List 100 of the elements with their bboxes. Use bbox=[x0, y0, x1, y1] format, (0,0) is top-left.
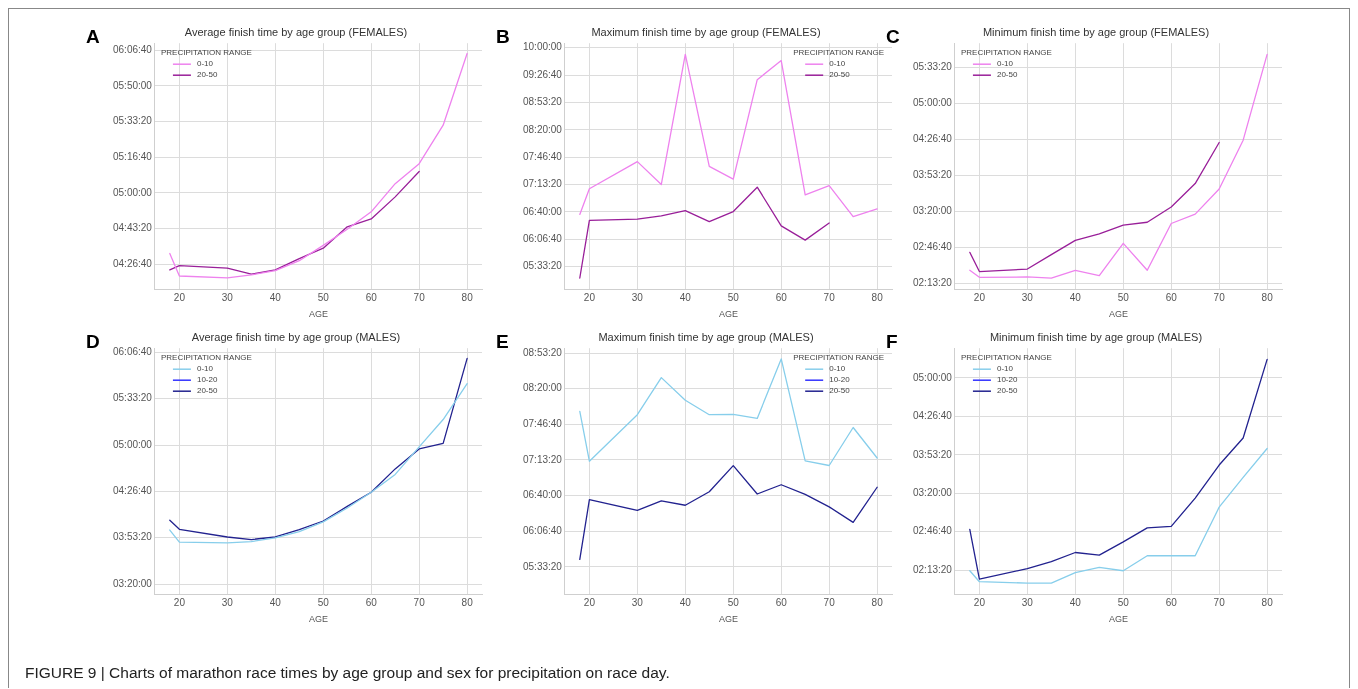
y-tick-label: 02:46:40 bbox=[912, 241, 953, 253]
x-tick-label: 80 bbox=[1261, 596, 1274, 608]
legend-label: 10-20 bbox=[996, 375, 1018, 385]
y-tick-label: 06:06:40 bbox=[112, 346, 153, 358]
x-tick-label: 30 bbox=[631, 291, 644, 303]
legend-label: 0-10 bbox=[829, 364, 846, 374]
x-tick-label: 60 bbox=[1165, 596, 1178, 608]
x-axis-title: AGE bbox=[308, 309, 328, 320]
legend-title: PRECIPITATION RANGE bbox=[160, 48, 252, 58]
x-tick-label: 40 bbox=[269, 596, 282, 608]
y-tick-label: 06:40:00 bbox=[522, 205, 563, 217]
y-tick-label: 07:46:40 bbox=[522, 150, 563, 162]
text: B bbox=[496, 26, 510, 48]
x-tick-label: 20 bbox=[173, 291, 186, 303]
annotation: C bbox=[886, 26, 900, 48]
y-tick-label: 06:06:40 bbox=[522, 525, 563, 537]
y-tick-label: 03:20:00 bbox=[912, 487, 953, 499]
legend-title: PRECIPITATION RANGE bbox=[960, 48, 1052, 58]
y-tick-label: 05:00:00 bbox=[912, 371, 953, 383]
x-tick-label: 70 bbox=[823, 291, 836, 303]
x-tick-label: 20 bbox=[583, 596, 596, 608]
legend-label: 20-50 bbox=[196, 386, 218, 396]
x-tick-label: 40 bbox=[269, 291, 282, 303]
y-tick-label: 05:00:00 bbox=[112, 186, 153, 198]
y-tick-label: 05:33:20 bbox=[112, 392, 153, 404]
legend-title: PRECIPITATION RANGE bbox=[793, 353, 884, 363]
x-tick-label: 50 bbox=[1117, 596, 1130, 608]
x-tick-label: 80 bbox=[461, 291, 474, 303]
annotation: F bbox=[886, 331, 898, 353]
legend-label: 20-50 bbox=[196, 70, 218, 80]
x-tick-label: 30 bbox=[221, 291, 234, 303]
legend-label: 10-20 bbox=[829, 375, 851, 385]
text: A bbox=[86, 26, 100, 48]
y-tick-label: 07:13:20 bbox=[522, 178, 563, 190]
y-tick-label: 05:50:00 bbox=[112, 79, 153, 91]
y-tick-label: 03:53:20 bbox=[112, 531, 153, 543]
legend-label: 20-50 bbox=[829, 70, 851, 80]
chart-title: Average finish time by age group (MALES) bbox=[191, 330, 401, 343]
y-tick-label: 05:00:00 bbox=[112, 438, 153, 450]
y-tick-label: 03:53:20 bbox=[912, 169, 953, 181]
y-tick-label: 10:00:00 bbox=[522, 41, 563, 53]
y-tick-label: 02:13:20 bbox=[912, 563, 953, 575]
x-tick-label: 30 bbox=[1021, 291, 1034, 303]
y-tick-label: 02:13:20 bbox=[912, 277, 953, 289]
x-tick-label: 70 bbox=[413, 291, 426, 303]
x-tick-label: 30 bbox=[221, 596, 234, 608]
legend-title: PRECIPITATION RANGE bbox=[960, 353, 1052, 363]
legend-title: PRECIPITATION RANGE bbox=[160, 353, 252, 363]
y-tick-label: 07:13:20 bbox=[522, 453, 563, 465]
x-tick-label: 50 bbox=[317, 596, 330, 608]
chart-title: Maximum finish time by age group (FEMALES) bbox=[591, 25, 821, 38]
x-axis-title: AGE bbox=[718, 309, 738, 320]
x-tick-label: 60 bbox=[775, 291, 788, 303]
chart-title: Average finish time by age group (FEMALES) bbox=[184, 25, 408, 38]
x-tick-label: 20 bbox=[583, 291, 596, 303]
x-tick-label: 60 bbox=[1165, 291, 1178, 303]
x-tick-label: 70 bbox=[823, 596, 836, 608]
legend-label: 0-10 bbox=[196, 364, 214, 374]
y-tick-label: 06:06:40 bbox=[112, 44, 153, 56]
legend-label: 0-10 bbox=[996, 364, 1014, 374]
x-tick-label: 60 bbox=[365, 291, 378, 303]
caption: FIGURE 9 | Charts of marathon race times by age group and sex for precipitation on race day. bbox=[25, 664, 670, 682]
x-tick-label: 80 bbox=[1261, 291, 1274, 303]
x-tick-label: 40 bbox=[1069, 596, 1082, 608]
y-tick-label: 04:43:20 bbox=[112, 222, 153, 234]
y-tick-label: 06:40:00 bbox=[522, 489, 563, 501]
y-tick-label: 02:46:40 bbox=[912, 525, 953, 537]
y-tick-label: 04:26:40 bbox=[912, 410, 953, 422]
legend-label: 20-50 bbox=[996, 386, 1018, 396]
x-tick-label: 20 bbox=[173, 596, 186, 608]
chart-title: Minimum finish time by age group (FEMALES) bbox=[982, 25, 1210, 38]
chart-title: Minimum finish time by age group (MALES) bbox=[989, 330, 1203, 343]
x-tick-label: 80 bbox=[871, 596, 884, 608]
x-axis-title: AGE bbox=[1108, 614, 1128, 625]
x-tick-label: 60 bbox=[775, 596, 788, 608]
y-tick-label: 07:46:40 bbox=[522, 418, 563, 430]
y-tick-label: 03:20:00 bbox=[112, 577, 153, 589]
y-tick-label: 05:16:40 bbox=[112, 151, 153, 163]
y-tick-label: 09:26:40 bbox=[522, 68, 563, 80]
y-tick-label: 05:33:20 bbox=[912, 61, 953, 73]
y-tick-label: 06:06:40 bbox=[522, 232, 563, 244]
legend-label: 0-10 bbox=[996, 59, 1014, 69]
legend-title: PRECIPITATION RANGE bbox=[793, 48, 884, 58]
x-tick-label: 50 bbox=[727, 291, 740, 303]
legend-label: 10-20 bbox=[196, 375, 218, 385]
text: E bbox=[496, 331, 509, 353]
legend-label: 20-50 bbox=[996, 70, 1018, 80]
x-tick-label: 80 bbox=[461, 596, 474, 608]
y-tick-label: 05:33:20 bbox=[112, 115, 153, 127]
x-tick-label: 50 bbox=[727, 596, 740, 608]
x-tick-label: 80 bbox=[871, 291, 884, 303]
x-tick-label: 30 bbox=[631, 596, 644, 608]
y-tick-label: 03:53:20 bbox=[912, 448, 953, 460]
y-tick-label: 08:53:20 bbox=[522, 96, 563, 108]
y-tick-label: 05:00:00 bbox=[912, 97, 953, 109]
x-tick-label: 40 bbox=[1069, 291, 1082, 303]
x-tick-label: 70 bbox=[1213, 291, 1226, 303]
x-tick-label: 70 bbox=[1213, 596, 1226, 608]
x-axis-title: AGE bbox=[718, 614, 738, 625]
x-tick-label: 30 bbox=[1021, 596, 1034, 608]
